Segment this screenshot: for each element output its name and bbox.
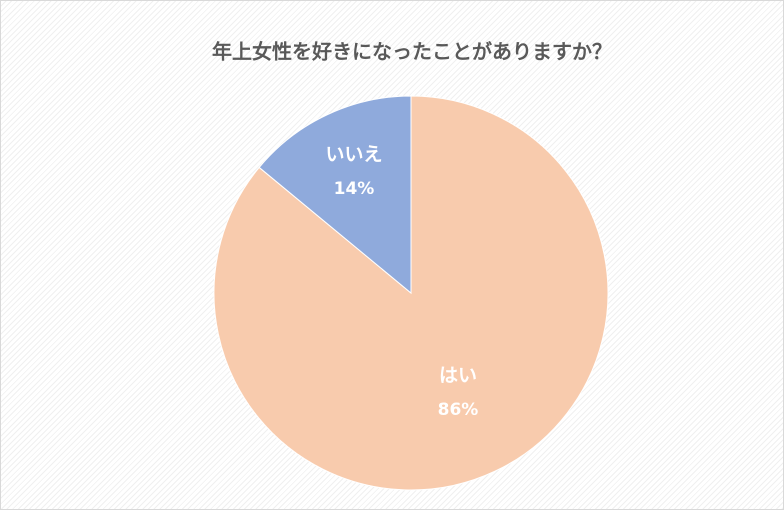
pie-slice [258,95,412,295]
slice-label: いいえ [325,143,382,165]
pie-slice [213,95,609,491]
slice-value-label: 86% [438,400,479,420]
slice-label: はい [439,364,477,386]
slice-value-label: 14% [334,179,375,199]
chart-title: 年上女性を好きになったことがありますか？ [212,40,612,64]
